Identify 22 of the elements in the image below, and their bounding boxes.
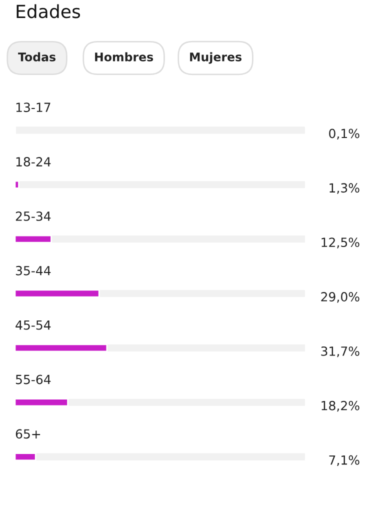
y-tick-label: 13-17 [16, 102, 50, 112]
data-label: 7,1% [329, 455, 360, 466]
text: Hombres [95, 52, 154, 62]
data-label: 29,0% [321, 292, 360, 303]
bar [15, 398, 68, 407]
y-tick-label: 35-44 [16, 266, 51, 276]
y-tick-label: 45-54 [16, 320, 51, 330]
data-label: 31,7% [321, 346, 360, 358]
y-tick-label: 18-24 [16, 157, 51, 166]
bar [15, 234, 52, 244]
chart-title: Edades [16, 4, 80, 18]
bar [15, 180, 20, 189]
y-tick-label: 55-64 [16, 374, 51, 384]
data-label: 0,1% [329, 128, 360, 140]
y-tick-label: 25-34 [16, 211, 51, 221]
data-label: 1,3% [330, 183, 360, 194]
data-label: 18,2% [322, 400, 360, 412]
text: Mujeres [190, 52, 242, 64]
text: Todas [18, 52, 56, 62]
y-tick-label: 65+ [16, 429, 40, 439]
data-label: 12,5% [322, 238, 360, 248]
bar [15, 452, 36, 462]
